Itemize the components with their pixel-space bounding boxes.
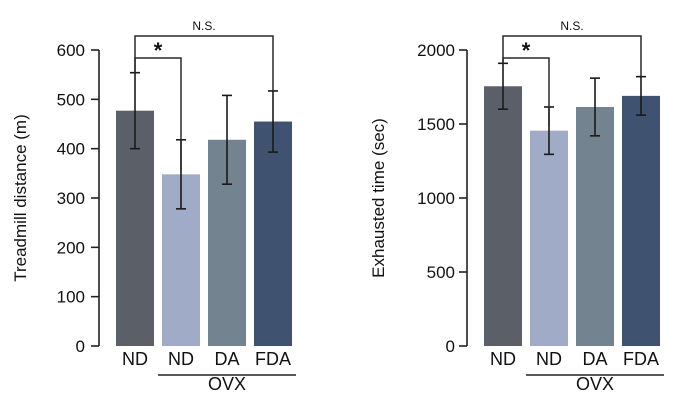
significance-ns: N.S.: [192, 19, 215, 33]
bar-4: [254, 121, 292, 347]
bar-3: [576, 106, 614, 346]
y-tick-label: 0: [446, 337, 455, 356]
category-label-4: FDA: [623, 349, 659, 369]
y-axis-label: Exhausted time (sec): [369, 118, 388, 278]
significance-star: *: [154, 38, 163, 63]
significance-bracket-2: N.S.: [134, 19, 274, 91]
y-tick-label: 2000: [417, 41, 455, 60]
y-tick-label: 0: [76, 337, 85, 356]
y-tick-label: 500: [57, 90, 85, 109]
bar-4: [622, 95, 660, 346]
category-label-3: DA: [582, 349, 607, 369]
category-label-2: ND: [168, 349, 194, 369]
y-tick-label: 200: [57, 238, 85, 257]
group-label: OVX: [208, 374, 246, 394]
y-tick-label: 500: [427, 263, 455, 282]
y-tick-label: 1000: [417, 189, 455, 208]
group-label: OVX: [576, 374, 614, 394]
significance-bracket-2: N.S.: [502, 19, 642, 77]
y-tick-label: 100: [57, 288, 85, 307]
error-bar-3: [590, 77, 600, 137]
bar-2: [530, 130, 568, 346]
y-tick-label: 600: [57, 41, 85, 60]
category-label-1: ND: [490, 349, 516, 369]
chart-panel-1: Treadmill distance (m) 0 100 200 300 400 500 60…: [11, 19, 296, 394]
category-label-4: FDA: [255, 349, 291, 369]
bar-1: [484, 86, 522, 346]
category-label-1: ND: [122, 349, 148, 369]
y-tick-label: 400: [57, 140, 85, 159]
significance-star: *: [522, 38, 531, 63]
y-axis-label: Treadmill distance (m): [11, 114, 30, 282]
y-tick-label: 1500: [417, 115, 455, 134]
category-label-3: DA: [214, 349, 239, 369]
y-tick-label: 300: [57, 189, 85, 208]
category-label-2: ND: [536, 349, 562, 369]
error-bar-3: [222, 94, 232, 185]
chart-panel-2: Exhausted time (sec) 0 500 1000 1500 2000 ND ND…: [369, 19, 664, 394]
bar-1: [116, 110, 154, 347]
significance-ns: N.S.: [560, 19, 583, 33]
